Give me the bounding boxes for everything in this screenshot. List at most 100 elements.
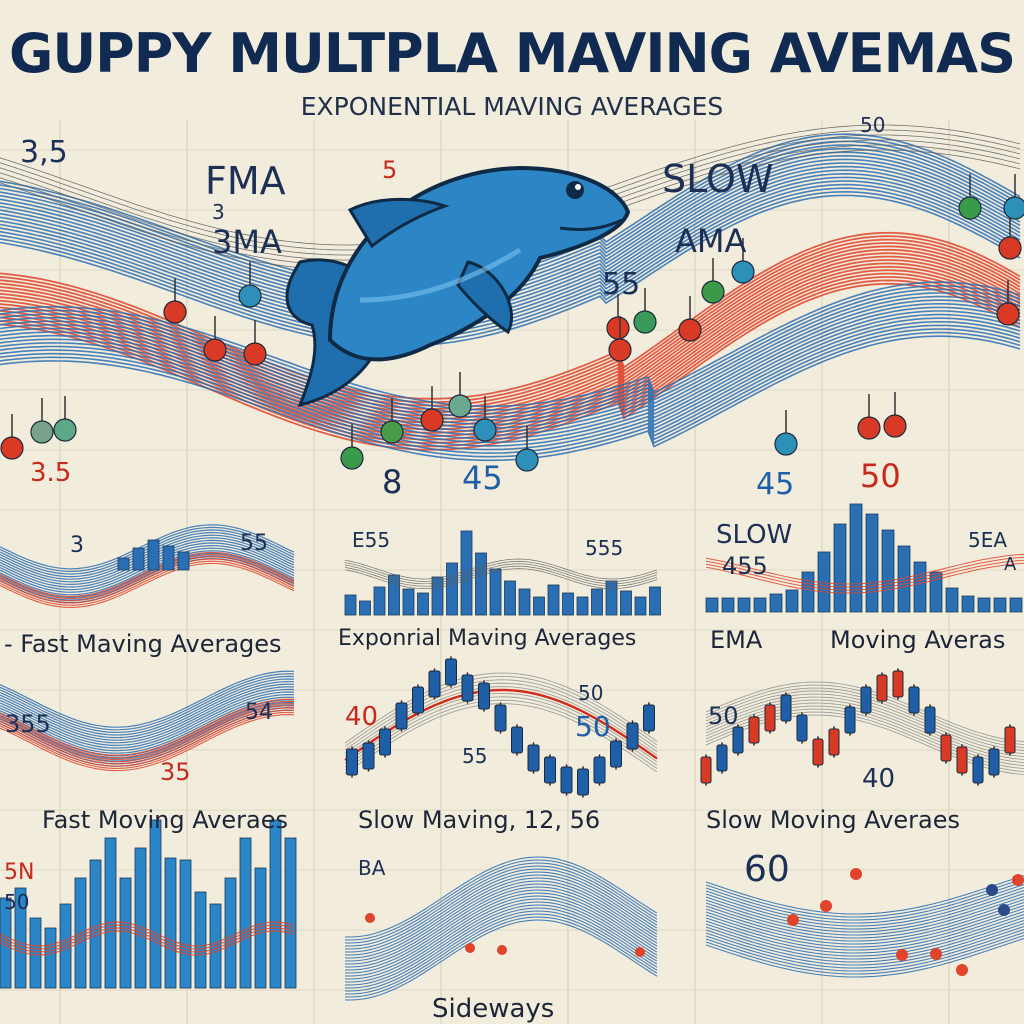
bar [865,513,879,613]
r1p1-wave-blue-line [0,555,295,601]
r1p2-thin-line [344,563,658,585]
candle [764,702,776,734]
candle-body [972,756,984,784]
candle [924,704,936,736]
label-top-right-number: 50 [860,113,886,137]
ribbon-blue-low-line [0,288,1021,415]
r1p1-wave-red-line [0,562,295,608]
ribbon-blue-low-line [0,328,1021,454]
candle-body [346,748,358,776]
scatter-dot [930,948,942,960]
bar [993,597,1007,613]
scatter-dot [820,900,832,912]
ribbon-blue-low-line [0,317,1021,444]
candle [395,700,408,732]
bar [518,588,531,616]
marker-dot [238,284,262,308]
r3p3-wave-line [705,895,1024,936]
r1p1-wave-red-line [0,551,295,597]
ribbon-blue-low-line [0,324,1021,451]
candle [544,754,556,786]
candle [1004,724,1016,756]
candle-body [748,716,760,744]
bar [591,588,603,616]
ribbon-blue-low-line [0,331,1021,458]
candle-body [924,706,936,734]
scatter-dot [1012,874,1024,886]
panel-r1p3-caption: EMA [710,626,763,654]
r3p2-wave-line [344,868,658,950]
marker-dot [996,302,1020,326]
candle [828,726,840,758]
r3p2-wave-line [344,865,658,947]
candle [461,672,474,704]
candle [876,672,888,704]
panel-r2p2-label-c: 50 [575,710,611,743]
r3p3-wave-line [705,874,1024,915]
r1p1-wave-red-line [0,558,295,604]
ribbon-red-line [0,276,1021,444]
candle-body [956,746,968,774]
r2p1-wave-blue-line [0,678,295,736]
candle [560,764,573,796]
panel-r1p2-caption: Exponrial Maving Averages [338,626,637,651]
bar [373,586,386,616]
bar [753,597,767,613]
candle-body [764,704,776,732]
panel-r1p1-label-a: 3 [70,533,84,558]
ribbon-red-line [0,272,1021,441]
bar [634,596,647,616]
candle [812,736,824,768]
bar [269,819,282,989]
r3p3-wave-line [705,898,1024,939]
bar [119,877,132,989]
r1p1-wave-blue-line [0,524,295,570]
r2p1-wave-blue-line [0,686,295,744]
panel-r1p4-label-a: 5EA [968,528,1008,552]
r3p3-wave [705,874,1024,978]
candle [610,738,622,770]
candle [379,726,391,758]
candle [346,746,358,778]
marker-dot [701,280,725,304]
marker-dot [420,408,444,432]
bar [89,859,102,989]
candle-body [412,686,424,714]
marker-dot [731,260,755,284]
bar [284,837,297,989]
candle-body [988,748,1000,776]
r3p2-wave-line [344,919,658,1001]
marker-dot [340,446,364,470]
panel-r1p3-label-a: SLOW [716,520,793,550]
candle [593,754,606,786]
r2p1-wave-blue-line [0,683,295,741]
candle-body [1004,726,1016,754]
r3p2-wave [344,856,658,1001]
candle-body [428,670,441,698]
bar [881,529,895,613]
page-title: GUPPY MULTPLA MAVING AVEMAS [9,22,1016,85]
bar [533,596,545,616]
ribbon-red-line [0,235,1021,404]
bar [705,597,719,613]
r3p3-wave-line [705,883,1024,924]
bar [620,590,632,616]
candle-body [940,734,952,762]
r2p1-wave-red-line [0,700,295,758]
bar [489,568,502,616]
bar [147,539,160,571]
candle [362,740,375,772]
candle-body [494,704,507,732]
r3p3-wave-line [705,913,1024,954]
r2p1-wave-red-line [0,703,295,761]
r3p2-wave-line [344,871,658,953]
r3p3-wave-line [705,901,1024,942]
r3p1-red [0,921,295,956]
panel-r1p2-label-a: E55 [352,528,391,552]
r1p1-wave-blue-line [0,550,295,596]
candle-body [860,686,872,714]
candle [716,742,728,774]
bar [721,597,735,613]
candle [643,702,655,734]
r3p2-wave-line [344,856,658,938]
